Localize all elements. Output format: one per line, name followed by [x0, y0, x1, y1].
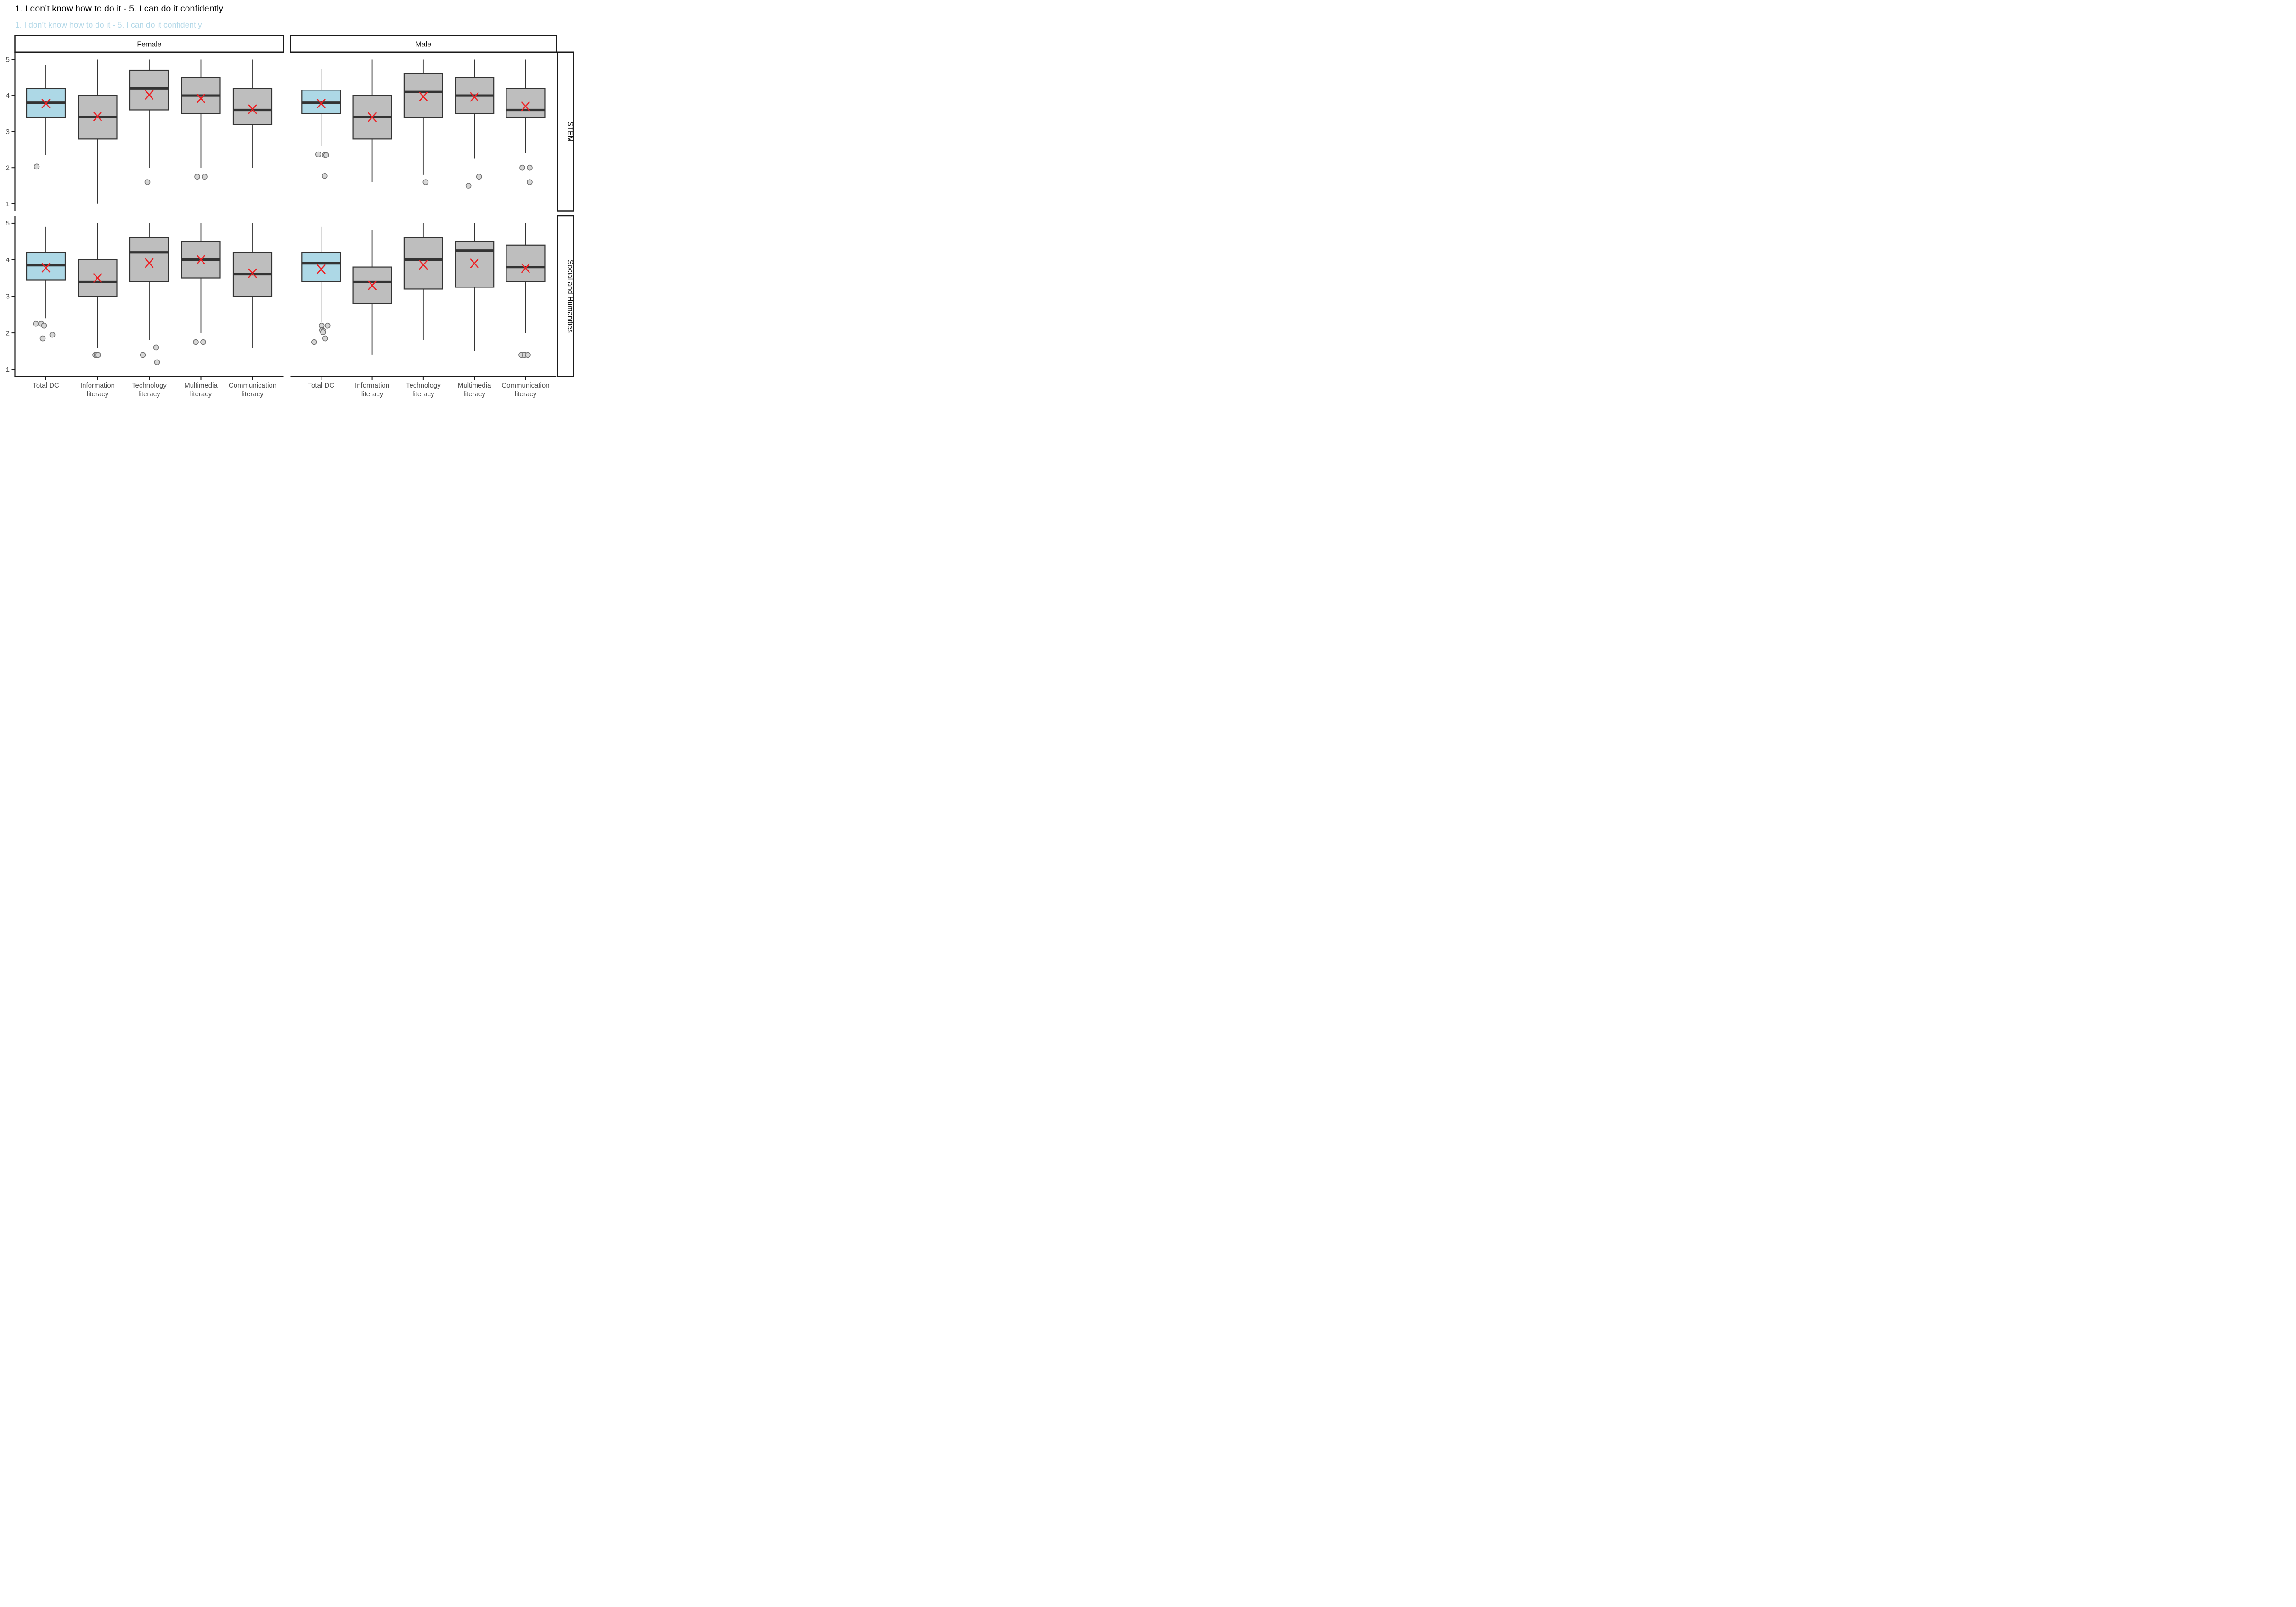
y-axis-tick-label: 3 — [6, 128, 10, 136]
box-multimedia-literacy-female-stem-outlier — [202, 174, 208, 180]
box-information-literacy-female-social-and-humanities-mean-cross — [93, 273, 102, 283]
box-multimedia-literacy-male-stem-mean-cross — [470, 92, 479, 102]
box-multimedia-literacy-female-social-and-humanities-mean-cross — [197, 255, 205, 264]
x-axis-label-information-literacy: Information — [355, 382, 389, 389]
x-axis-label-communication-literacy: literacy — [242, 390, 264, 398]
facet-strip-female — [14, 35, 284, 53]
box-communication-literacy-male-stem-mean-cross — [521, 101, 530, 111]
box-total-dc-male-stem-outlier — [321, 173, 328, 179]
facet-strip-stem — [557, 51, 574, 212]
x-axis-label-information-literacy: literacy — [361, 390, 383, 398]
box-communication-literacy-female-social-and-humanities-mean-cross — [248, 268, 257, 278]
box-total-dc-female-social-and-humanities-outlier — [39, 335, 46, 342]
x-axis-label-technology-literacy: Technology — [132, 382, 167, 389]
box-technology-literacy-female-social-and-humanities-outlier — [154, 359, 160, 365]
box-communication-literacy-female-stem-mean-cross — [248, 104, 257, 114]
box-technology-literacy-male-stem — [403, 73, 443, 118]
plot-subtitle: 1. I don’t know how to do it - 5. I can … — [15, 20, 202, 29]
x-axis-label-technology-literacy: Technology — [406, 382, 441, 389]
x-axis-label-multimedia-literacy: literacy — [190, 390, 212, 398]
box-communication-literacy-male-stem — [506, 88, 546, 118]
page: 1. I don’t know how to do it - 5. I can … — [0, 0, 574, 402]
x-axis-label-information-literacy: Information — [80, 382, 115, 389]
facet-strip-male — [290, 35, 557, 53]
y-axis-tick-label: 2 — [6, 329, 10, 337]
box-total-dc-female-stem-mean-cross — [41, 99, 51, 108]
box-information-literacy-male-stem-mean-cross — [368, 112, 377, 122]
boxplot-figure: Female Male STEM Social and Humanities 1 2 3 4 5… — [6, 35, 574, 398]
box-total-dc-male-social-and-humanities-outlier — [322, 335, 328, 342]
box-technology-literacy-male-social-and-humanities-mean-cross — [419, 260, 428, 270]
box-total-dc-female-stem-outlier — [34, 163, 40, 170]
facet-strip-label-stem: STEM — [566, 121, 574, 141]
box-total-dc-male-stem-outlier — [323, 152, 329, 158]
x-axis-label-technology-literacy: literacy — [412, 390, 434, 398]
box-information-literacy-female-stem-mean-cross — [93, 112, 102, 121]
box-multimedia-literacy-female-stem-mean-cross — [197, 94, 205, 103]
facet-strip-label-female: Female — [137, 41, 161, 49]
facet-strip-label-social-and-humanities: Social and Humanities — [566, 260, 574, 333]
y-axis-tick-label: 1 — [6, 200, 10, 208]
x-axis-label-information-literacy: literacy — [87, 390, 109, 398]
box-multimedia-literacy-female-stem-outlier — [194, 174, 200, 180]
box-total-dc-female-social-and-humanities-outlier — [33, 320, 39, 327]
x-axis-label-technology-literacy: literacy — [138, 390, 160, 398]
box-total-dc-male-social-and-humanities-outlier — [320, 329, 326, 335]
box-total-dc-male-social-and-humanities-outlier — [324, 322, 331, 329]
facet-strip-label-male: Male — [416, 41, 432, 49]
x-axis-label-multimedia-literacy: Multimedia — [184, 382, 218, 389]
y-axis-tick-label: 3 — [6, 293, 10, 301]
y-axis-tick-label: 1 — [6, 366, 10, 374]
box-total-dc-female-social-and-humanities-mean-cross — [41, 263, 51, 273]
box-technology-literacy-female-social-and-humanities-outlier — [153, 344, 159, 351]
box-total-dc-male-stem-outlier — [315, 151, 321, 157]
box-communication-literacy-male-stem-outlier — [527, 179, 533, 185]
box-information-literacy-female-social-and-humanities-outlier — [95, 352, 101, 358]
y-axis-tick-label: 5 — [6, 56, 10, 64]
box-technology-literacy-male-social-and-humanities — [403, 237, 443, 290]
box-multimedia-literacy-male-social-and-humanities-mean-cross — [470, 258, 479, 268]
x-axis-label-communication-literacy: Communication — [501, 382, 549, 389]
box-technology-literacy-female-social-and-humanities-mean-cross — [145, 258, 154, 268]
box-multimedia-literacy-female-social-and-humanities-outlier — [193, 339, 199, 345]
plot-title: 1. I don’t know how to do it - 5. I can … — [15, 4, 224, 14]
box-multimedia-literacy-male-stem-outlier — [465, 183, 472, 189]
box-technology-literacy-male-stem-outlier — [422, 179, 429, 185]
box-multimedia-literacy-male-stem-outlier — [476, 174, 482, 180]
box-total-dc-male-stem-mean-cross — [316, 99, 326, 108]
box-total-dc-female-social-and-humanities-outlier — [41, 322, 47, 329]
x-axis-label-multimedia-literacy: Multimedia — [458, 382, 491, 389]
box-total-dc-male-social-and-humanities-outlier — [311, 339, 317, 345]
y-axis-tick-label: 4 — [6, 92, 10, 100]
box-communication-literacy-male-stem-outlier — [519, 164, 525, 171]
x-axis-label-communication-literacy: Communication — [229, 382, 276, 389]
box-multimedia-literacy-male-social-and-humanities — [455, 241, 495, 288]
box-information-literacy-male-social-and-humanities-mean-cross — [368, 281, 377, 290]
box-total-dc-female-social-and-humanities-outlier — [49, 332, 56, 338]
box-communication-literacy-male-social-and-humanities — [506, 244, 546, 282]
box-technology-literacy-female-stem-mean-cross — [145, 90, 154, 100]
y-axis-tick-label: 2 — [6, 164, 10, 172]
box-communication-literacy-male-social-and-humanities-mean-cross — [521, 263, 530, 273]
y-axis-tick-label: 4 — [6, 256, 10, 264]
x-axis-label-multimedia-literacy: literacy — [463, 390, 485, 398]
box-communication-literacy-male-stem-outlier — [527, 164, 533, 171]
x-axis-label-total-dc: Total DC — [33, 382, 59, 389]
box-technology-literacy-female-social-and-humanities — [129, 237, 169, 282]
x-axis-label-communication-literacy: literacy — [515, 390, 537, 398]
box-technology-literacy-female-social-and-humanities-outlier — [140, 352, 146, 358]
box-multimedia-literacy-female-social-and-humanities-outlier — [200, 339, 206, 345]
box-communication-literacy-male-social-and-humanities-outlier — [525, 352, 531, 358]
box-total-dc-male-social-and-humanities-mean-cross — [316, 264, 326, 274]
box-technology-literacy-male-stem-mean-cross — [419, 92, 428, 101]
box-technology-literacy-female-stem-outlier — [144, 179, 151, 185]
box-technology-literacy-female-stem — [129, 69, 169, 111]
y-axis-tick-label: 5 — [6, 219, 10, 227]
x-axis-label-total-dc: Total DC — [308, 382, 335, 389]
box-total-dc-male-social-and-humanities — [301, 252, 341, 282]
box-communication-literacy-female-stem — [232, 88, 273, 125]
facet-strip-social-and-humanities — [557, 215, 574, 377]
